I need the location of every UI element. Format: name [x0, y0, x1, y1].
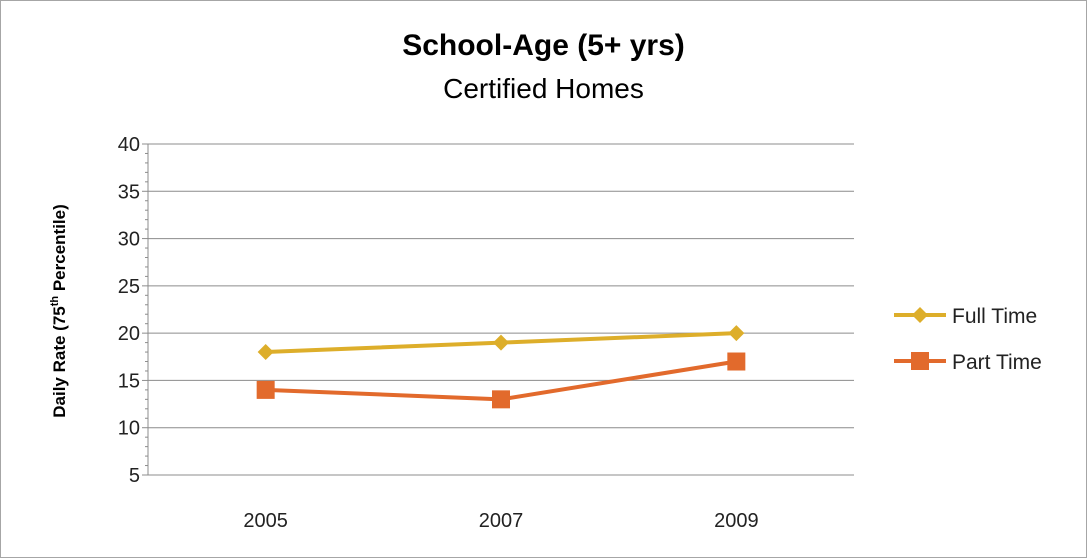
y-tick-label-40: 40 [118, 134, 140, 156]
y-tick-label-5: 5 [129, 465, 140, 487]
legend-marker-full-time [912, 307, 928, 323]
y-tick-label-35: 35 [118, 181, 140, 203]
y-axis-label-text-end: Percentile) [50, 204, 69, 296]
y-tick-label-10: 10 [118, 418, 140, 440]
x-tick-label-2005: 2005 [243, 510, 288, 532]
data-point-full-time-2007 [493, 334, 509, 351]
x-tick-label-2007: 2007 [479, 510, 524, 532]
chart-subtitle: Certified Homes [443, 73, 644, 104]
data-point-part-time-2005 [256, 380, 275, 399]
y-tick-label-15: 15 [118, 370, 140, 392]
chart-title: School-Age (5+ yrs) [402, 29, 685, 62]
legend-marker-part-time [911, 352, 929, 370]
data-point-part-time-2007 [492, 390, 510, 409]
legend-label-part-time: Part Time [952, 351, 1042, 374]
y-axis-label: Daily Rate (75th Percentile) [49, 204, 69, 418]
y-tick-label-25: 25 [118, 276, 140, 298]
data-point-part-time-2009 [727, 352, 746, 371]
legend-label-full-time: Full Time [952, 305, 1037, 328]
y-axis-label-superscript: th [49, 296, 61, 307]
y-tick-label-30: 30 [118, 229, 140, 251]
data-point-full-time-2009 [728, 325, 745, 342]
y-axis-label-text: Daily Rate (75 [50, 306, 69, 418]
y-tick-label-20: 20 [118, 323, 140, 345]
x-tick-label-2009: 2009 [714, 510, 759, 532]
data-point-full-time-2005 [257, 344, 274, 361]
